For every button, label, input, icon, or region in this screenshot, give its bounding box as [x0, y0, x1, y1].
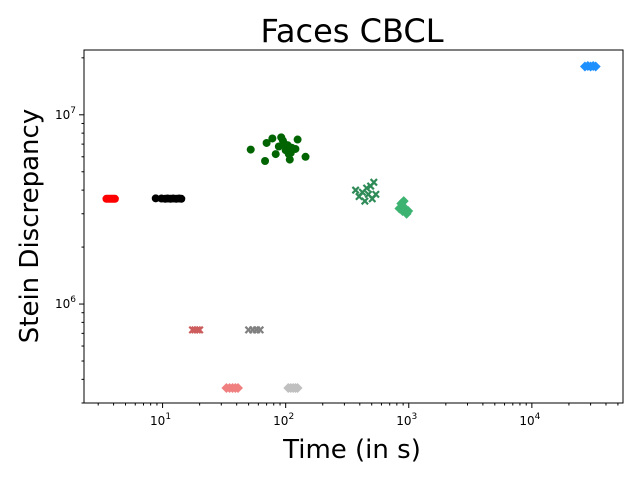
data-point: [246, 145, 255, 154]
data-point: [293, 135, 302, 144]
y-tick-base: 10: [55, 297, 70, 311]
series-8: [221, 383, 244, 394]
data-point: [262, 138, 271, 147]
y-axis-label: Stein Discrepancy: [15, 109, 45, 343]
x-tick-exponent: 3: [412, 412, 418, 422]
data-point: [233, 383, 244, 394]
series-9: [283, 383, 303, 394]
series-7: [244, 325, 265, 334]
y-tick-base: 10: [55, 108, 70, 122]
x-tick-label: 102: [273, 412, 294, 428]
x-tick-label: 101: [150, 412, 171, 428]
data-point: [590, 61, 601, 72]
data-point: [398, 196, 409, 207]
series-3: [351, 178, 380, 206]
x-tick-label: 103: [396, 412, 417, 428]
data-point: [271, 150, 280, 159]
data-point: [177, 194, 186, 203]
series-4: [394, 196, 414, 219]
x-tick-exponent: 2: [288, 412, 294, 422]
data-point: [110, 194, 119, 203]
x-tick-base: 10: [519, 414, 534, 428]
data-point: [369, 178, 378, 187]
x-tick-exponent: 1: [165, 412, 171, 422]
series-6: [188, 325, 204, 334]
data-point: [195, 325, 204, 334]
data-point: [360, 197, 369, 206]
series-1: [151, 194, 186, 203]
series-5: [579, 61, 601, 72]
data-point: [371, 190, 380, 199]
chart-title: Faces CBCL: [260, 12, 443, 50]
series-0: [102, 194, 119, 203]
data-point: [285, 155, 294, 164]
y-tick-exponent: 7: [70, 106, 76, 116]
x-tick-base: 10: [150, 414, 165, 428]
data-points: [102, 61, 601, 394]
x-axis-label: Time (in s): [282, 435, 421, 465]
data-point: [291, 144, 300, 153]
data-point: [351, 186, 360, 195]
data-point: [256, 325, 265, 334]
series-2: [246, 133, 310, 166]
data-point: [403, 206, 414, 217]
x-tick-exponent: 4: [535, 412, 541, 422]
x-tick-base: 10: [273, 414, 288, 428]
y-tick-label: 107: [55, 106, 76, 122]
data-point: [151, 194, 160, 203]
data-point: [261, 157, 270, 166]
plot-frame: [83, 49, 624, 404]
data-point: [268, 134, 277, 143]
data-point: [362, 184, 371, 193]
x-tick-label: 104: [519, 412, 540, 428]
x-tick-base: 10: [396, 414, 411, 428]
data-point: [292, 383, 303, 394]
y-tick-exponent: 6: [70, 295, 76, 305]
data-point: [301, 152, 310, 161]
data-point: [193, 325, 202, 334]
y-tick-label: 106: [55, 295, 76, 311]
